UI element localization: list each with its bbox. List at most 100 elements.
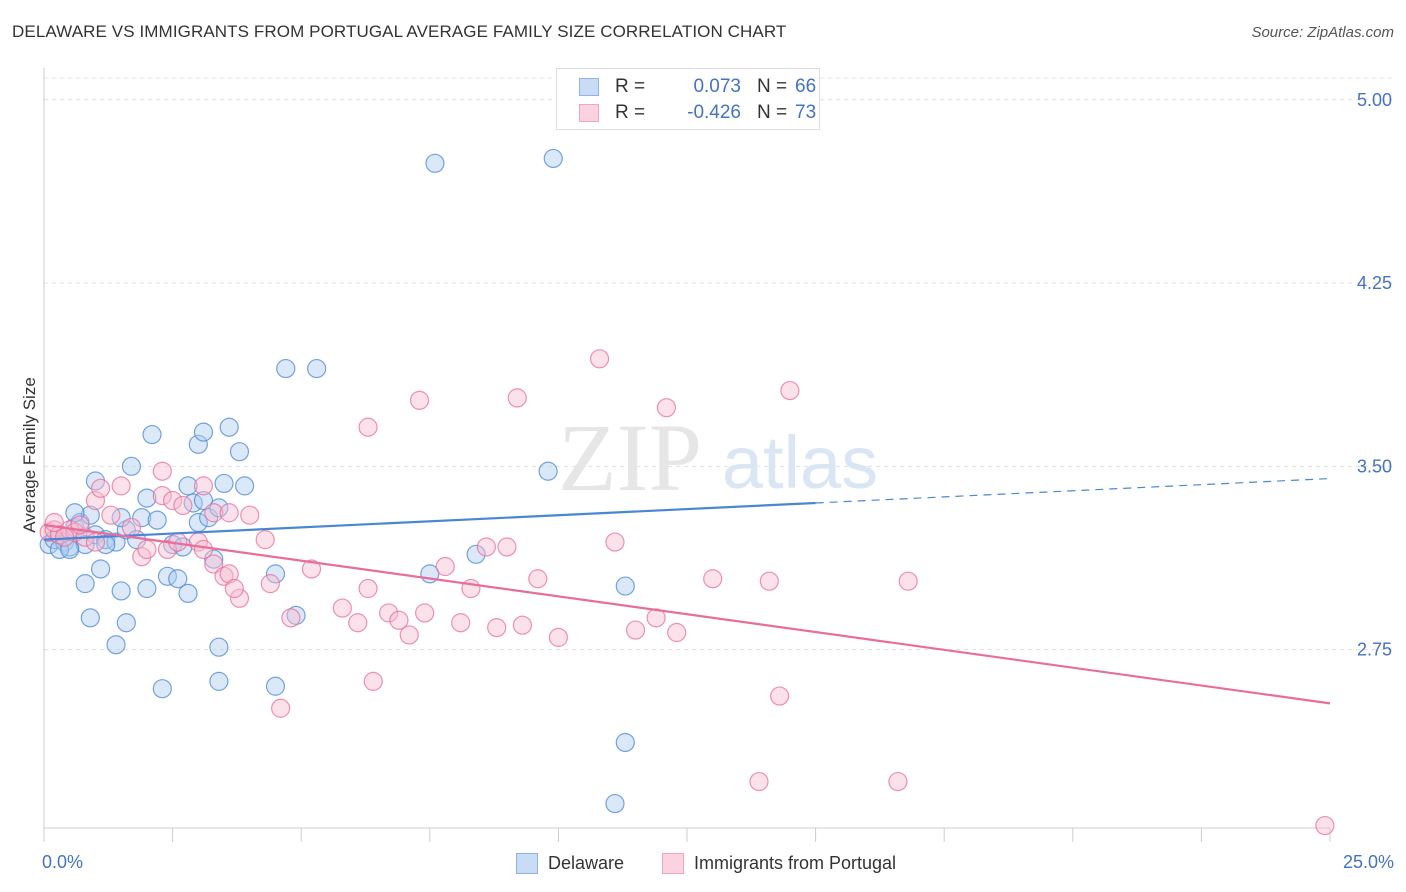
delaware-point: [204, 549, 224, 569]
y-tick-label: 3.50: [1357, 456, 1392, 476]
portugal-point: [121, 517, 142, 538]
delaware-point: [615, 576, 635, 596]
delaware-point: [209, 637, 229, 657]
correlation-legend: R = 0.073 N = 66 R = -0.426 N = 73: [556, 68, 820, 130]
delaware-point: [65, 503, 85, 523]
watermark-zip: ZIP: [558, 404, 702, 511]
portugal-point: [255, 530, 275, 550]
portugal-point: [152, 486, 172, 506]
portugal-point: [780, 380, 800, 401]
portugal-point: [759, 571, 779, 591]
axes: [43, 68, 1331, 842]
delaware-point: [116, 613, 136, 633]
portugal-point: [389, 610, 409, 630]
watermark-atlas: atlas: [722, 421, 878, 504]
n-value: 73: [795, 102, 817, 123]
delaware-point: [276, 358, 296, 379]
portugal-point: [461, 578, 481, 599]
portugal-trend-line: [43, 523, 1331, 705]
data-points: [39, 148, 1335, 836]
portugal-point: [260, 574, 280, 594]
y-tick-label: 4.25: [1357, 273, 1392, 293]
portugal-point: [888, 771, 908, 792]
r-label: R =: [615, 102, 646, 123]
portugal-point: [415, 603, 435, 623]
y-tick-labels: 2.75 3.50 4.25 5.00: [1357, 90, 1392, 660]
chart-title: DELAWARE VS IMMIGRANTS FROM PORTUGAL AVE…: [12, 22, 787, 41]
portugal-point: [271, 698, 291, 718]
delaware-point: [605, 793, 625, 814]
delaware-point: [543, 148, 563, 169]
delaware-point: [235, 476, 255, 496]
portugal-point: [204, 554, 224, 574]
delaware-point: [188, 434, 208, 454]
portugal-point: [1315, 815, 1335, 836]
delaware-point: [80, 505, 100, 525]
r-value: 0.073: [693, 76, 741, 97]
portugal-point: [379, 603, 399, 623]
delaware-point: [219, 417, 239, 437]
portugal-point: [44, 512, 64, 533]
portugal-point: [348, 613, 368, 633]
delaware-point: [466, 544, 486, 564]
legend-label-portugal: Immigrants from Portugal: [694, 853, 897, 873]
delaware-point: [137, 488, 157, 508]
r-label: R =: [615, 76, 646, 97]
portugal-point: [204, 503, 224, 523]
portugal-point: [476, 537, 496, 557]
delaware-point: [178, 476, 198, 496]
portugal-point: [332, 598, 352, 618]
portugal-point: [898, 571, 918, 591]
grid-lines: [44, 77, 1392, 651]
y-tick-label: 2.75: [1357, 640, 1392, 660]
legend-swatch-delaware: [579, 78, 599, 96]
delaware-point: [152, 679, 172, 699]
portugal-point: [548, 627, 569, 647]
trend-lines: [43, 477, 1331, 705]
portugal-point: [85, 532, 106, 552]
portugal-point: [219, 503, 239, 523]
portugal-point: [409, 390, 430, 410]
x-tick-label-max: 25.0%: [1342, 852, 1394, 872]
portugal-point: [656, 398, 677, 418]
delaware-point: [615, 732, 635, 753]
delaware-point: [80, 608, 100, 628]
n-value: 66: [795, 76, 817, 97]
legend-swatch-delaware: [516, 853, 538, 874]
delaware-point: [111, 581, 131, 601]
portugal-point: [152, 461, 172, 481]
portugal-point: [301, 559, 322, 579]
portugal-point: [451, 613, 471, 633]
x-tick-label-min: 0.0%: [42, 852, 84, 872]
delaware-point: [193, 422, 214, 442]
portugal-point: [137, 539, 157, 560]
n-label: N =: [757, 102, 788, 123]
delaware-point: [265, 564, 286, 584]
delaware-point: [147, 510, 167, 530]
delaware-point: [307, 358, 327, 379]
delaware-point: [90, 559, 111, 579]
portugal-point: [193, 476, 214, 496]
portugal-point: [358, 578, 378, 599]
delaware-trend-line: [43, 501, 816, 541]
portugal-point: [703, 569, 723, 589]
delaware-point: [49, 539, 70, 560]
delaware-point: [425, 153, 445, 173]
delaware-point: [121, 456, 142, 476]
delaware-point: [168, 569, 188, 589]
portugal-point: [224, 578, 244, 599]
legend-swatch-portugal: [662, 853, 684, 874]
portugal-point: [281, 608, 301, 628]
n-label: N =: [757, 76, 788, 97]
delaware-point: [142, 424, 162, 445]
portugal-point: [435, 556, 455, 577]
portugal-point: [173, 495, 193, 516]
delaware-point: [193, 490, 214, 511]
source-label: Source: ZipAtlas.com: [1251, 24, 1394, 41]
watermark: ZIP atlas: [558, 404, 878, 511]
delaware-trend-line-extension: [815, 477, 1331, 504]
portugal-point: [589, 349, 610, 369]
delaware-point: [106, 635, 126, 655]
legend-swatch-portugal: [579, 104, 599, 122]
